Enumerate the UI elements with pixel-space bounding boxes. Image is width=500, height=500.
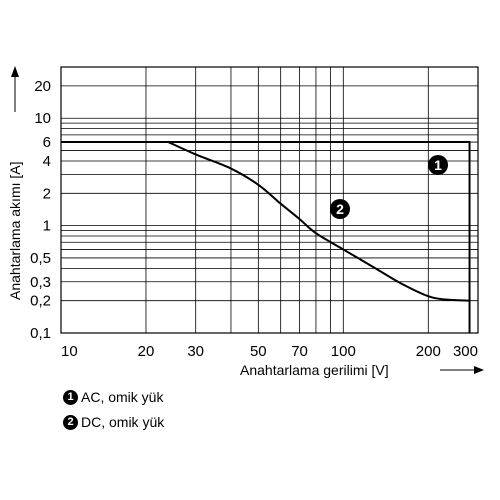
plot-frame <box>60 66 479 334</box>
x-tick-labels: 10 20 30 50 70 100 200 300 <box>61 343 478 360</box>
y-tick-label: 6 <box>43 134 51 151</box>
series-marker-2-label: 2 <box>336 201 344 217</box>
y-tick-label: 0,1 <box>30 325 51 342</box>
series-markers: 12 <box>330 155 448 219</box>
x-axis-label: Anahtarlama gerilimi [V] <box>240 362 389 378</box>
x-tick-label: 10 <box>61 343 78 360</box>
y-tick-label: 0,3 <box>30 274 51 291</box>
series-lines <box>61 141 471 333</box>
series-marker-1-label: 1 <box>434 157 442 173</box>
axis-labels: Anahtarlama gerilimi [V] Anahtarlama akı… <box>7 66 484 378</box>
x-tick-label: 30 <box>187 343 204 360</box>
grid-lines <box>61 67 479 333</box>
series-line-ac <box>61 141 471 333</box>
y-tick-label: 4 <box>43 153 51 170</box>
plot-border <box>60 66 479 334</box>
y-axis-arrow-head <box>11 66 19 77</box>
legend-label-dc: DC, omik yük <box>81 414 165 430</box>
legend-marker-1: 1 <box>63 389 78 405</box>
x-tick-label: 100 <box>331 343 356 360</box>
y-tick-label: 20 <box>34 78 51 95</box>
series-line-dc <box>167 141 470 302</box>
y-tick-labels: 0,1 0,2 0,3 0,5 1 2 4 6 10 20 <box>30 78 51 342</box>
y-tick-label: 0,2 <box>30 293 51 310</box>
legend-item-ac: 1 AC, omik yük <box>63 389 163 405</box>
x-tick-label: 50 <box>250 343 267 360</box>
legend-item-dc: 2 DC, omik yük <box>63 414 164 430</box>
series-marker-1-circle <box>428 155 448 175</box>
legend-label-ac: AC, omik yük <box>81 389 164 405</box>
series-marker-2-circle <box>330 199 350 219</box>
x-tick-label: 300 <box>453 343 478 360</box>
y-tick-label: 0,5 <box>30 250 51 267</box>
y-tick-label: 10 <box>34 110 51 127</box>
x-tick-label: 200 <box>416 343 441 360</box>
x-tick-label: 20 <box>138 343 155 360</box>
x-axis-arrow-head <box>474 366 484 374</box>
y-tick-label: 2 <box>43 185 51 202</box>
x-tick-label: 70 <box>291 343 308 360</box>
legend-marker-2: 2 <box>63 414 78 430</box>
y-axis-label: Anahtarlama akımı [A] <box>7 161 23 300</box>
y-tick-label: 1 <box>43 218 51 235</box>
